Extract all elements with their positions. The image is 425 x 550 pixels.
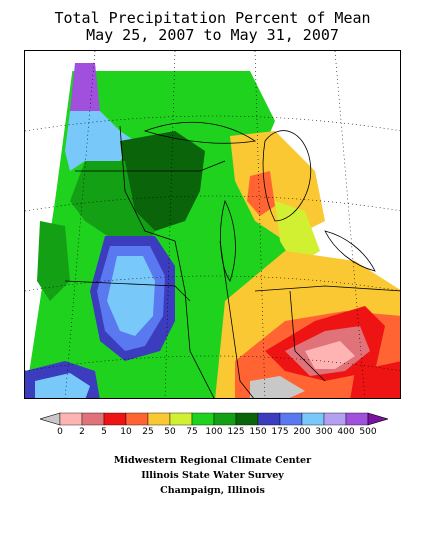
legend-swatch	[213, 412, 237, 426]
legend-labels: 0 2 5 10 25 50 75 100 125 150 175 200 300 400 500	[0, 427, 425, 439]
legend-tick-label: 400	[337, 427, 355, 437]
map-date-range: May 25, 2007 to May 31, 2007	[86, 26, 339, 44]
legend-swatch	[279, 412, 303, 426]
legend-swatch	[169, 412, 193, 426]
legend-tick-label: 175	[271, 427, 289, 437]
legend-tick-label: 2	[79, 427, 85, 437]
legend-swatch	[235, 412, 259, 426]
legend-swatch	[345, 412, 369, 426]
legend-tick-label: 0	[57, 427, 63, 437]
legend-tick-label: 100	[205, 427, 223, 437]
color-legend	[38, 412, 390, 426]
credit-center: Midwestern Regional Climate Center	[113, 455, 312, 466]
credit-survey: Illinois State Water Survey	[141, 470, 284, 481]
legend-swatch	[257, 412, 281, 426]
map-title: Total Precipitation Percent of Mean	[54, 9, 371, 27]
legend-tick-label: 50	[164, 427, 176, 437]
legend-swatch	[301, 412, 325, 426]
legend-tick-label: 5	[101, 427, 107, 437]
legend-tick-label: 200	[293, 427, 311, 437]
legend-tick-label: 75	[186, 427, 198, 437]
legend-tick-label: 300	[315, 427, 333, 437]
precipitation-map	[24, 50, 401, 399]
legend-swatch	[81, 412, 105, 426]
legend-tick-label: 10	[120, 427, 132, 437]
legend-swatch	[103, 412, 127, 426]
legend-tick-label: 150	[249, 427, 267, 437]
legend-swatch	[125, 412, 149, 426]
legend-tick-label: 500	[359, 427, 377, 437]
legend-swatch	[147, 412, 171, 426]
legend-swatch	[191, 412, 215, 426]
legend-arrow-low	[38, 412, 61, 426]
precip-field	[25, 51, 400, 398]
legend-swatch	[59, 412, 83, 426]
legend-tick-label: 125	[227, 427, 245, 437]
legend-swatch	[323, 412, 347, 426]
credit-location: Champaign, Illinois	[160, 485, 265, 496]
legend-tick-label: 25	[142, 427, 154, 437]
legend-arrow-high	[367, 412, 390, 426]
